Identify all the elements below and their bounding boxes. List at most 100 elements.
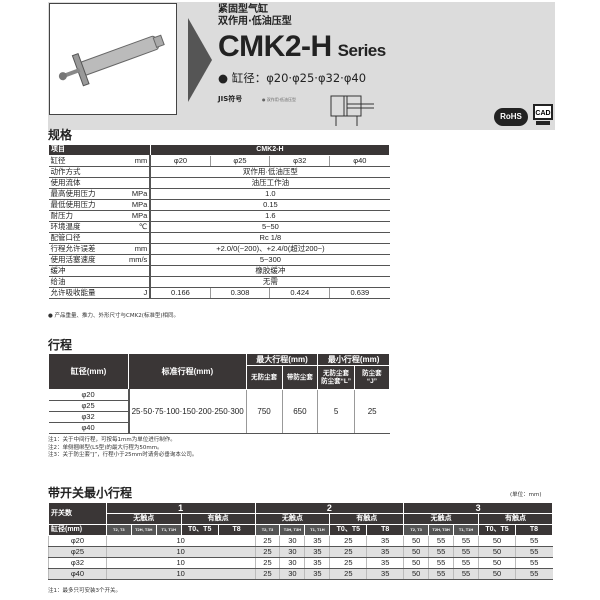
- spec-note: ● 产品重量、推力、外形尺寸与CMK2(标准型)相同。: [48, 313, 180, 319]
- cad-icon[interactable]: CAD: [533, 104, 553, 126]
- header-switch-type: T2H, T3H: [279, 524, 306, 536]
- header-switch-type: T0、T5: [329, 524, 368, 536]
- header-group: 2: [254, 502, 405, 514]
- spec-label: 耐压力: [48, 210, 121, 222]
- spec-row: 缸径 mm φ20 φ25 φ32 φ40: [48, 155, 390, 167]
- group3-value: 55: [428, 557, 454, 569]
- spec-unit: J: [120, 287, 152, 299]
- spec-value: 0.166: [149, 287, 211, 299]
- header-bore: 缸径(mm): [48, 524, 107, 536]
- group2-value: 30: [279, 568, 305, 580]
- bore-cell: φ25: [48, 546, 107, 558]
- spec-row: 环境温度 ℃ 5~50: [48, 221, 390, 233]
- spec-value: 无需: [149, 276, 390, 288]
- switch-contact-row: 无触点 有触点 无触点 有触点 无触点 有触点: [49, 513, 553, 525]
- spec-row: 行程允许误差 mm +2.0/0(~200)、+2.4/0(超过200~): [48, 243, 390, 255]
- spec-row: 缓冲 橡胶缓冲: [48, 265, 390, 277]
- group3-value: 50: [403, 535, 429, 547]
- spec-row: 耐压力 MPa 1.6: [48, 210, 390, 222]
- group2-value: 25: [329, 535, 367, 547]
- series-model: CMK2-H: [218, 30, 332, 63]
- group3-value: 55: [453, 546, 479, 558]
- header-group: 1: [105, 502, 256, 514]
- spec-value: φ20: [149, 155, 211, 167]
- header-h_max_b: 带防尘套: [281, 365, 319, 390]
- switch-row: φ25 10 25 30 35 25 35 50 55 55 50 55: [48, 546, 553, 558]
- group2-value: 25: [254, 557, 280, 569]
- spec-label: 环境温度: [48, 221, 121, 233]
- header-switch-type: T2, T3: [403, 524, 430, 536]
- header-switch-count: 开关数: [48, 502, 107, 525]
- jis-note: ● 双作用·低油压型: [262, 97, 297, 102]
- header-switch-type: T0、T5: [478, 524, 516, 536]
- spec-value: φ40: [329, 155, 390, 167]
- header-contact: 有触点: [478, 513, 553, 525]
- header-switch-type: T2, T3: [254, 524, 281, 536]
- spec-unit: mm: [120, 243, 152, 255]
- group3-value: 55: [514, 535, 553, 547]
- header-switch-type: T8: [217, 524, 256, 536]
- spec-value: 0.424: [269, 287, 330, 299]
- jis-label: JIS符号: [218, 95, 243, 103]
- bore-cell: φ32: [48, 411, 130, 423]
- switch-row: φ32 10 25 30 35 25 35 50 55 55 50 55: [48, 557, 553, 569]
- spec-label: 使用流体: [48, 177, 121, 189]
- spec-unit: mm: [120, 155, 152, 167]
- group2-value: 30: [279, 535, 305, 547]
- group3-value: 50: [478, 535, 516, 547]
- group2-value: 25: [329, 546, 367, 558]
- spec-unit: [120, 265, 152, 277]
- group1-value: 10: [105, 535, 255, 547]
- spec-value: Rc 1/8: [149, 232, 390, 244]
- group3-value: 55: [514, 557, 553, 569]
- spec-row: 给油 无需: [48, 276, 390, 288]
- spec-row: 使用活塞速度 mm/s 5~300: [48, 254, 390, 266]
- spec-label: 配管口径: [48, 232, 121, 244]
- stroke-note-2: 注2：单侧捆绑型(LS型)的最大行程为50mm。: [48, 444, 163, 451]
- spec-unit: MPa: [120, 210, 152, 222]
- spec-label: 动作方式: [48, 166, 121, 178]
- spec-row: 动作方式 双作用·低油压型: [48, 166, 390, 178]
- spec-label: 最低使用压力: [48, 199, 121, 211]
- header-contact: 有触点: [180, 513, 256, 525]
- bore-cell: φ25: [48, 400, 130, 412]
- group2-value: 25: [254, 546, 280, 558]
- spec-value: 5~300: [149, 254, 390, 266]
- spec-unit: mm/s: [120, 254, 152, 266]
- group3-value: 50: [403, 546, 429, 558]
- group3-value: 50: [478, 568, 516, 580]
- bore-sizes: ● 缸径：φ20·φ25·φ32·φ40: [218, 71, 367, 85]
- series-word: Series: [337, 41, 387, 60]
- jis-symbol-icon: [330, 95, 374, 126]
- switch-unit: (单位：mm): [510, 492, 542, 498]
- group2-value: 35: [304, 568, 330, 580]
- stroke-notes: 注1：关于中间行程，可按每1mm为单位进行制作。 注2：单侧捆绑型(LS型)的最大…: [48, 437, 197, 460]
- header-switch-type: T1, T1H: [304, 524, 331, 536]
- spec-row: 最高使用压力 MPa 1.0: [48, 188, 390, 200]
- switch-title: 带开关最小行程: [48, 486, 133, 500]
- spec-label: 行程允许误差: [48, 243, 121, 255]
- spec-label: 允许吸收能量: [48, 287, 121, 299]
- header-h_max_a: 无防尘套: [245, 365, 283, 390]
- header-switch-type: T1, T1H: [453, 524, 480, 536]
- header-switch-type: T1, T1H: [155, 524, 182, 536]
- group2-value: 25: [254, 535, 280, 547]
- spec-value: 5~50: [149, 221, 390, 233]
- spec-unit: [120, 177, 152, 189]
- stroke-min_a: 5: [317, 389, 355, 434]
- group3-value: 50: [403, 557, 429, 569]
- header-model: CMK2-H: [149, 144, 391, 156]
- spec-value: 0.639: [329, 287, 390, 299]
- spec-table: 项目 CMK2-H 缸径 mm φ20 φ25 φ32 φ40 动作方式 双作用·低油压型 使用流体…: [48, 144, 391, 299]
- group1-value: 10: [105, 568, 255, 580]
- header-switch-type: T8: [366, 524, 405, 536]
- spec-row: 配管口径 Rc 1/8: [48, 232, 390, 244]
- stroke-min_b: 25: [353, 389, 390, 434]
- stroke-table: 缸径(mm) 标准行程(mm) 最大行程(mm) 最小行程(mm) 无防尘套 带防尘套 无防…: [47, 353, 391, 434]
- group3-value: 55: [428, 568, 454, 580]
- group2-value: 25: [329, 557, 367, 569]
- spec-label: 使用活塞速度: [48, 254, 121, 266]
- group3-value: 50: [478, 546, 516, 558]
- product-photo: [49, 3, 177, 115]
- header-h_min_a: 无防尘套 防尘套“L”: [317, 365, 355, 390]
